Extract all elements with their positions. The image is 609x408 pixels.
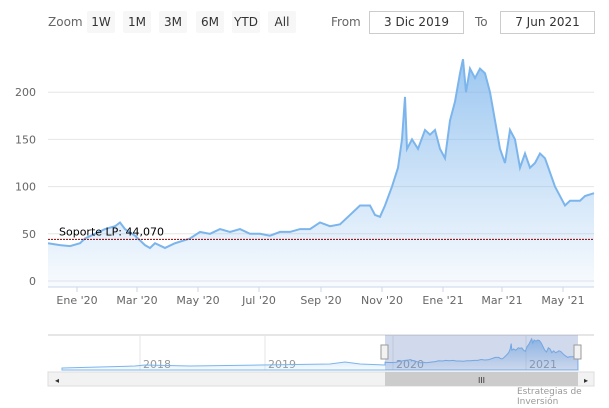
scroll-left-arrow-icon[interactable]: ◂: [55, 376, 59, 385]
navigator-left-handle[interactable]: [380, 344, 389, 360]
x-tick-label: Sep '20: [300, 294, 341, 307]
zoom-label: Zoom: [48, 15, 83, 29]
scrollbar-grip-icon: III: [478, 376, 485, 385]
y-tick-label: 100: [15, 181, 36, 194]
x-tick-label: May '20: [176, 294, 219, 307]
to-date-input[interactable]: 7 Jun 2021: [500, 11, 595, 34]
to-label: To: [475, 15, 488, 29]
x-tick-label: Mar '20: [116, 294, 157, 307]
y-tick-label: 150: [15, 133, 36, 146]
x-tick-label: Nov '20: [361, 294, 403, 307]
y-tick-label: 50: [22, 228, 36, 241]
series-area: [48, 59, 594, 287]
navigator-series: [61, 337, 579, 371]
navigator-right-handle[interactable]: [573, 344, 582, 360]
scroll-right-arrow-icon[interactable]: ▸: [584, 376, 588, 385]
y-tick-label: 0: [29, 275, 36, 288]
support-label: Soporte LP: 44,070: [59, 225, 164, 238]
from-date-input[interactable]: 3 Dic 2019: [369, 11, 464, 34]
scrollbar-thumb[interactable]: [385, 372, 578, 386]
zoom-all-button[interactable]: All: [268, 11, 296, 33]
y-tick-label: 200: [15, 86, 36, 99]
zoom-ytd-button[interactable]: YTD: [232, 11, 260, 33]
x-tick-label: Ene '21: [422, 294, 463, 307]
zoom-1m-button[interactable]: 1M: [123, 11, 151, 33]
x-tick-label: Ene '20: [56, 294, 97, 307]
x-tick-label: Jul '20: [241, 294, 276, 307]
zoom-6m-button[interactable]: 6M: [196, 11, 224, 33]
navigator-selected-range: [385, 335, 578, 370]
from-label: From: [331, 15, 361, 29]
zoom-3m-button[interactable]: 3M: [159, 11, 187, 33]
x-tick-label: Mar '21: [481, 294, 522, 307]
x-tick-label: May '21: [541, 294, 584, 307]
credits[interactable]: Estrategias de Inversión: [517, 387, 582, 407]
zoom-1w-button[interactable]: 1W: [87, 11, 115, 33]
